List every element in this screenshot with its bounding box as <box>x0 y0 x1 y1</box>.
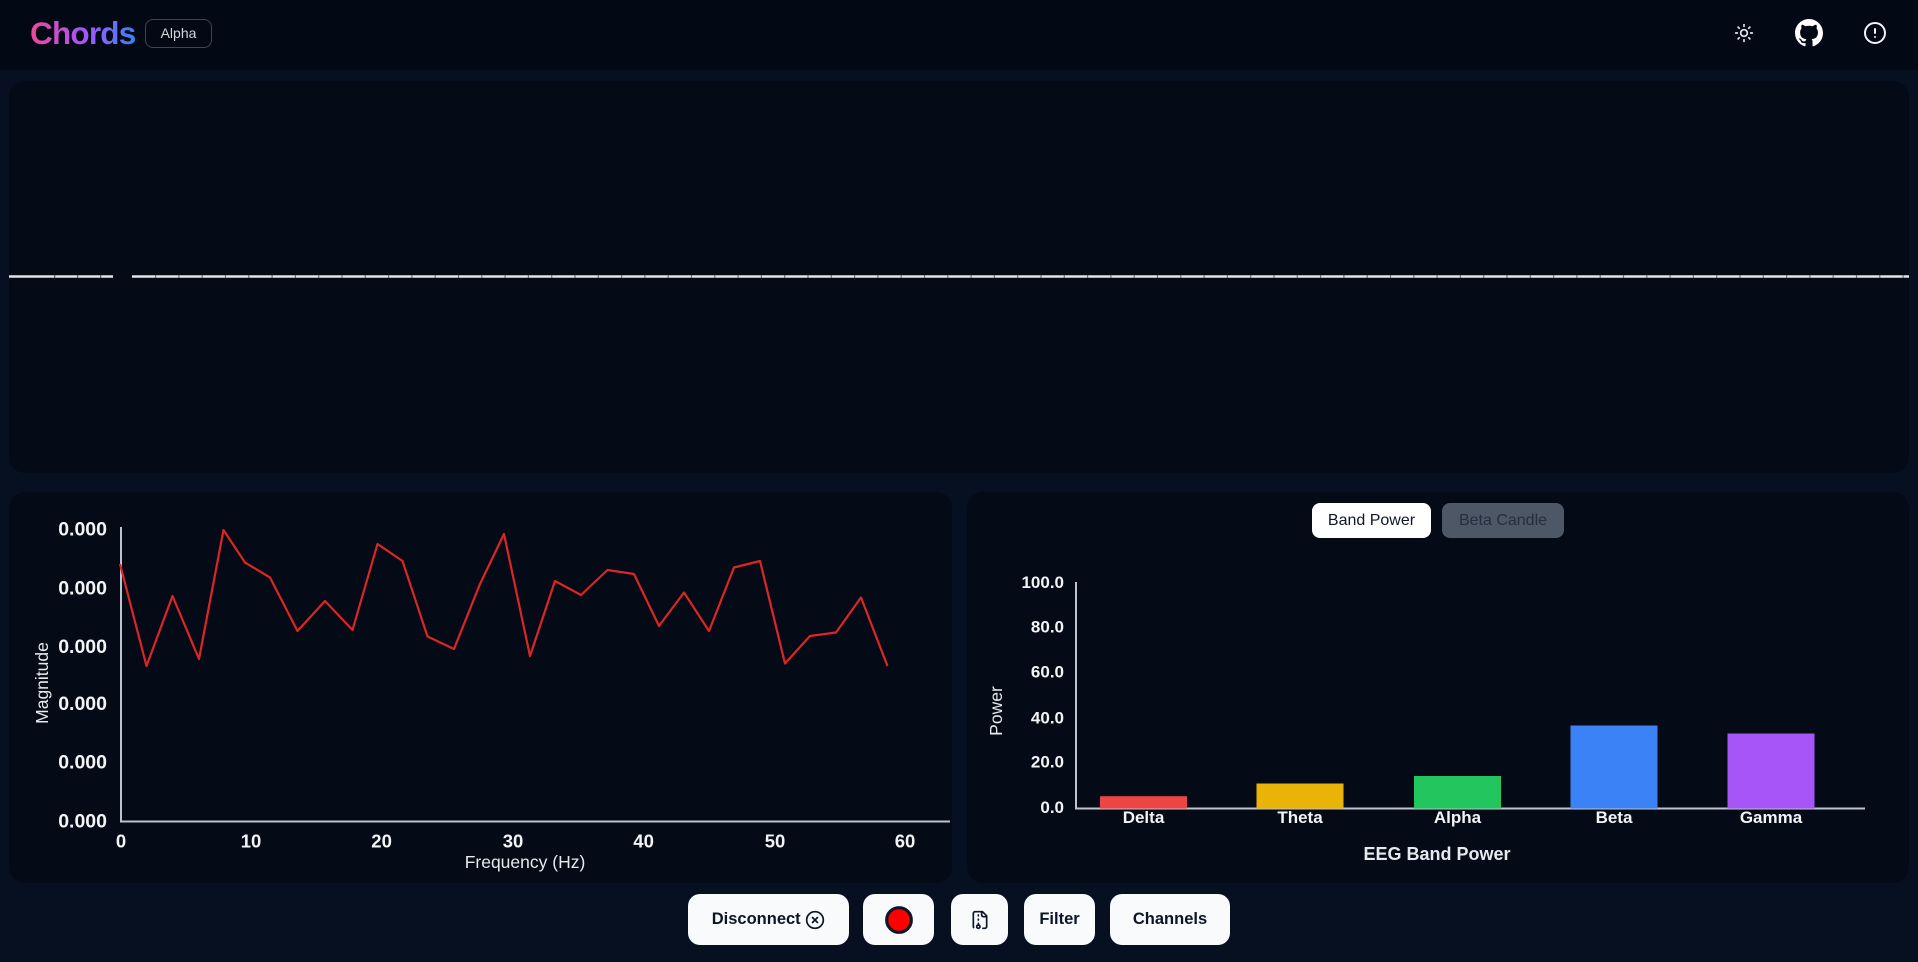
svg-text:0.000: 0.000 <box>58 636 107 658</box>
svg-text:Magnitude: Magnitude <box>32 642 52 724</box>
svg-text:EEG Band Power: EEG Band Power <box>1363 844 1510 864</box>
svg-text:60.0: 60.0 <box>1031 663 1064 682</box>
svg-text:Beta: Beta <box>1596 808 1633 827</box>
svg-text:0.000: 0.000 <box>58 810 107 832</box>
svg-text:80.0: 80.0 <box>1031 618 1064 637</box>
svg-text:0.000: 0.000 <box>58 693 107 715</box>
svg-text:Gamma: Gamma <box>1740 808 1803 827</box>
svg-text:Frequency (Hz): Frequency (Hz) <box>465 852 586 872</box>
svg-text:30: 30 <box>503 831 524 852</box>
svg-text:Theta: Theta <box>1277 808 1323 827</box>
svg-text:20.0: 20.0 <box>1031 753 1064 772</box>
svg-text:Power: Power <box>986 686 1006 736</box>
svg-text:0.0: 0.0 <box>1040 798 1064 817</box>
svg-text:0.000: 0.000 <box>58 518 107 540</box>
svg-text:100.0: 100.0 <box>1021 573 1064 592</box>
svg-text:50: 50 <box>765 831 786 852</box>
svg-text:20: 20 <box>371 831 392 852</box>
svg-text:40.0: 40.0 <box>1031 709 1064 728</box>
svg-text:Delta: Delta <box>1123 808 1165 827</box>
svg-text:0.000: 0.000 <box>58 578 107 600</box>
svg-text:0.000: 0.000 <box>58 752 107 774</box>
svg-text:60: 60 <box>895 831 916 852</box>
svg-text:0: 0 <box>116 831 126 852</box>
svg-text:10: 10 <box>241 831 262 852</box>
svg-text:Alpha: Alpha <box>1434 808 1482 827</box>
svg-text:40: 40 <box>633 831 654 852</box>
